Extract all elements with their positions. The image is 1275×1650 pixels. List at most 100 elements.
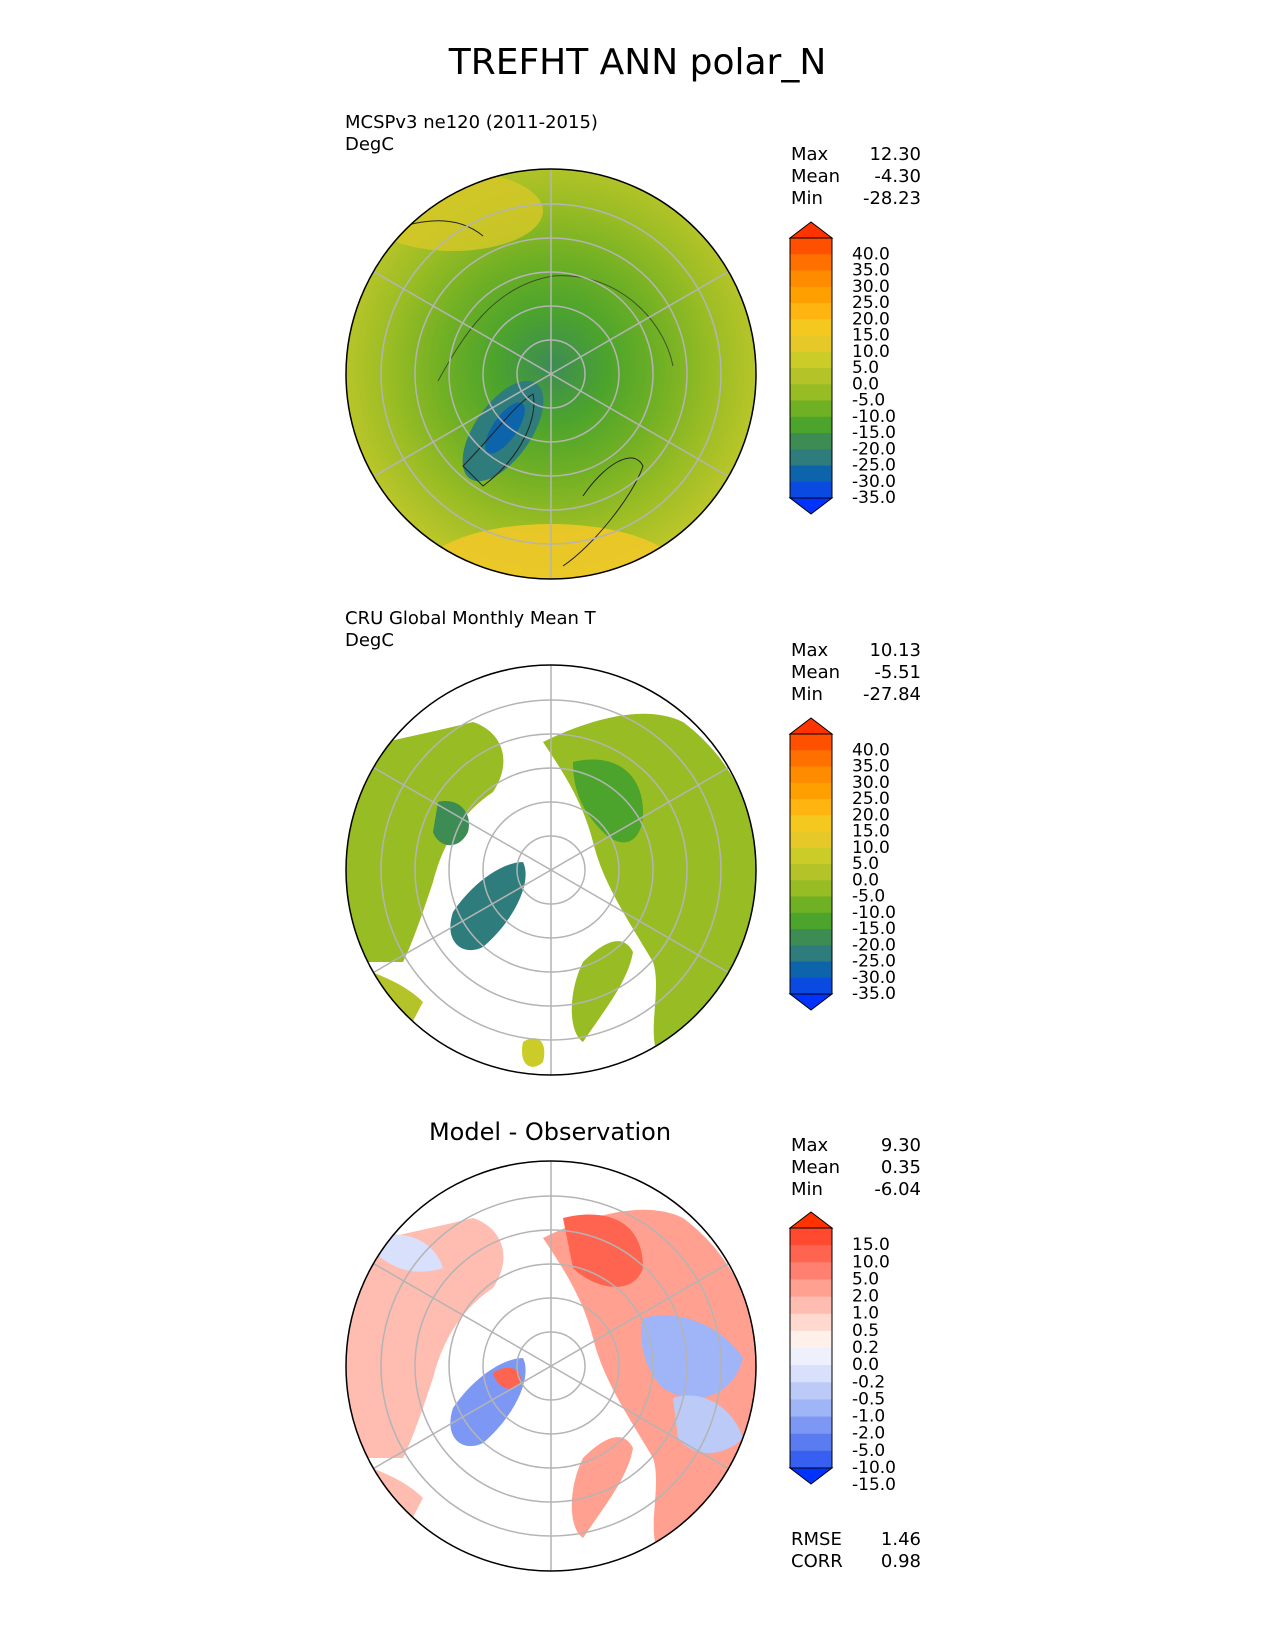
colorbar-tick-label: -10.0 bbox=[852, 407, 896, 427]
colorbar-segment bbox=[790, 1399, 832, 1418]
colorbar-tick-label: 15.0 bbox=[852, 326, 890, 346]
colorbar-tick-label: 20.0 bbox=[852, 309, 890, 329]
colorbar-segment bbox=[790, 1348, 832, 1366]
figure-title: TREFHT ANN polar_N bbox=[448, 42, 827, 83]
metric-corr: CORR 0.98 bbox=[791, 1551, 921, 1572]
metric-rmse: RMSE 1.46 bbox=[791, 1529, 921, 1550]
colorbar-segment bbox=[790, 465, 832, 483]
colorbar-extend-max bbox=[788, 1211, 834, 1229]
obs-polar-map bbox=[345, 664, 757, 1076]
colorbar-extend-max bbox=[788, 221, 834, 239]
diff-polar-map bbox=[345, 1160, 757, 1572]
colorbar-tick-label: -30.0 bbox=[852, 472, 896, 492]
colorbar-frame bbox=[789, 237, 833, 499]
colorbar-segment bbox=[790, 433, 832, 450]
colorbar-tick-label: -15.0 bbox=[852, 423, 896, 443]
colorbar-segment bbox=[790, 847, 832, 865]
colorbar-tick-label: -2.0 bbox=[852, 1424, 885, 1444]
colorbar-segment bbox=[790, 782, 832, 800]
stat-max: Max 12.30 bbox=[791, 144, 921, 165]
stat-max: Max 10.13 bbox=[791, 640, 921, 661]
colorbar-segment bbox=[790, 270, 832, 288]
colorbar-segment bbox=[790, 880, 832, 897]
diff-metrics: RMSE 1.46 CORR 0.98 bbox=[791, 1529, 921, 1573]
colorbar-tick-label: 15.0 bbox=[852, 1235, 890, 1255]
obs-name: CRU Global Monthly Mean T bbox=[345, 608, 596, 629]
colorbar-segment bbox=[790, 416, 832, 434]
colorbar-segment bbox=[790, 1416, 832, 1435]
colorbar-tick-label: 0.5 bbox=[852, 1321, 879, 1341]
colorbar-segment bbox=[790, 896, 832, 914]
colorbar-tick-label: 25.0 bbox=[852, 293, 890, 313]
stat-min: Min -27.84 bbox=[791, 684, 921, 705]
colorbar-tick-label: -5.0 bbox=[852, 1441, 885, 1461]
colorbar-tick-label: 10.0 bbox=[852, 342, 890, 362]
colorbar-frame bbox=[789, 1227, 833, 1469]
colorbar-segment bbox=[790, 1262, 832, 1280]
colorbar-segment bbox=[790, 335, 832, 353]
colorbar-segment bbox=[790, 1382, 832, 1400]
model-units: DegC bbox=[345, 134, 394, 155]
colorbar-tick-label: 20.0 bbox=[852, 805, 890, 825]
colorbar-tick-label: -20.0 bbox=[852, 439, 896, 459]
model-name: MCSPv3 ne120 (2011-2015) bbox=[345, 112, 598, 133]
colorbar-tick-label: 40.0 bbox=[852, 244, 890, 264]
colorbar-segment bbox=[790, 319, 832, 336]
colorbar-tick-label: -20.0 bbox=[852, 935, 896, 955]
colorbar-tick-label: 5.0 bbox=[852, 358, 879, 378]
colorbar-segment bbox=[790, 254, 832, 271]
colorbar-tick-label: 10.0 bbox=[852, 838, 890, 858]
colorbar-segment bbox=[790, 766, 832, 784]
colorbar-tick-label: 10.0 bbox=[852, 1252, 890, 1272]
colorbar-segment bbox=[790, 1279, 832, 1298]
colorbar-tick-label: 15.0 bbox=[852, 822, 890, 842]
colorbar-tick-label: -5.0 bbox=[852, 391, 885, 411]
colorbar-tick-label: 1.0 bbox=[852, 1304, 879, 1324]
colorbar-tick-label: 30.0 bbox=[852, 773, 890, 793]
colorbar-segment bbox=[790, 1313, 832, 1332]
colorbar-tick-label: 40.0 bbox=[852, 740, 890, 760]
model-panel-header: MCSPv3 ne120 (2011-2015) DegC bbox=[345, 112, 598, 156]
colorbar-tick-label: 25.0 bbox=[852, 789, 890, 809]
obs-colorbar: 40.035.030.025.020.015.010.05.00.0-5.0-1… bbox=[788, 717, 896, 1011]
stat-min: Min -6.04 bbox=[791, 1179, 921, 1200]
obs-stats: Max 10.13 Mean -5.51 Min -27.84 bbox=[791, 640, 921, 706]
colorbar-segment bbox=[790, 734, 832, 751]
colorbar-frame bbox=[789, 733, 833, 995]
colorbar-tick-label: -10.0 bbox=[852, 903, 896, 923]
colorbar-segment bbox=[790, 1296, 832, 1315]
colorbar-tick-label: 35.0 bbox=[852, 261, 890, 281]
colorbar-tick-label: -25.0 bbox=[852, 456, 896, 476]
colorbar-tick-label: 2.0 bbox=[852, 1287, 879, 1307]
colorbar-segment bbox=[790, 1330, 832, 1349]
colorbar-tick-label: 0.0 bbox=[852, 374, 879, 394]
colorbar-extend-max bbox=[788, 717, 834, 735]
colorbar-segment bbox=[790, 750, 832, 767]
colorbar-segment bbox=[790, 945, 832, 962]
colorbar-segment bbox=[790, 449, 832, 466]
colorbar-segment bbox=[790, 1245, 832, 1263]
colorbar-segment bbox=[790, 303, 832, 320]
colorbar-segment bbox=[790, 368, 832, 385]
colorbar-segment bbox=[790, 815, 832, 832]
colorbar-segment bbox=[790, 799, 832, 816]
colorbar-extend-min bbox=[788, 497, 834, 515]
colorbar-segment bbox=[790, 831, 832, 849]
colorbar-tick-label: -10.0 bbox=[852, 1458, 896, 1478]
colorbar-segment bbox=[790, 912, 832, 930]
diff-panel-title: Model - Observation bbox=[428, 1118, 672, 1146]
colorbar-segment bbox=[790, 1433, 832, 1452]
stat-mean: Mean -5.51 bbox=[791, 662, 921, 683]
colorbar-segment bbox=[790, 351, 832, 369]
colorbar-segment bbox=[790, 864, 832, 881]
colorbar-tick-label: 35.0 bbox=[852, 757, 890, 777]
stat-max: Max 9.30 bbox=[791, 1135, 921, 1156]
colorbar-tick-label: -0.5 bbox=[852, 1389, 885, 1409]
colorbar-tick-label: 0.0 bbox=[852, 1355, 879, 1375]
colorbar-tick-label: -15.0 bbox=[852, 1475, 896, 1495]
colorbar-tick-label: 0.0 bbox=[852, 870, 879, 890]
colorbar-tick-label: -35.0 bbox=[852, 984, 896, 1004]
obs-units: DegC bbox=[345, 630, 394, 651]
colorbar-segment bbox=[790, 481, 832, 499]
colorbar-segment bbox=[790, 929, 832, 946]
